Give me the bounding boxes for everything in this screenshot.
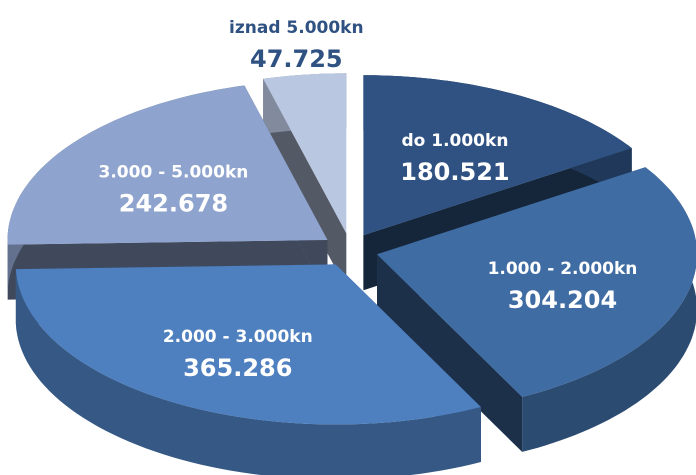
value-label: 242.678	[119, 190, 228, 218]
slice-shade	[377, 254, 523, 452]
slice	[15, 264, 481, 425]
slice	[363, 75, 632, 236]
slice-wall-shade	[522, 167, 696, 452]
slice	[7, 85, 328, 245]
value-label: 180.521	[400, 158, 509, 186]
value-label: 47.725	[250, 45, 343, 73]
slice	[263, 73, 347, 234]
slice-label: do 1.000kn	[401, 131, 508, 151]
slice-wall	[15, 269, 481, 475]
slice-label: 3.000 - 5.000kn	[99, 163, 249, 183]
slice-label: iznad 5.000kn	[229, 18, 364, 38]
slice-label: 2.000 - 3.000kn	[163, 327, 313, 347]
slice	[377, 167, 696, 397]
value-label: 304.204	[508, 286, 617, 314]
slice-label: 1.000 - 2.000kn	[488, 259, 638, 279]
value-label: 365.286	[183, 354, 292, 382]
slice-wall	[522, 167, 696, 452]
slice-wall-shade	[15, 269, 481, 475]
